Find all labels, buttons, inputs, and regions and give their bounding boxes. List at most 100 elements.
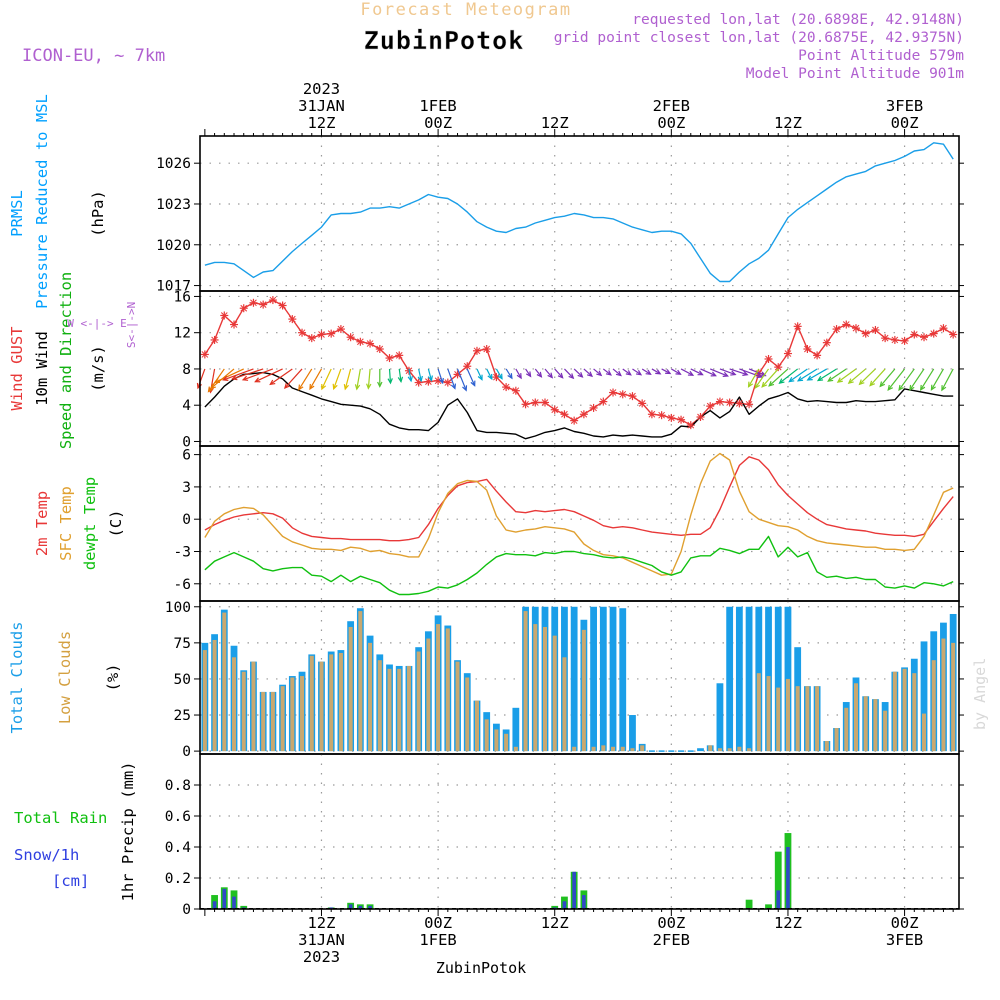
panel-unit: 1hr Precip (mm) bbox=[119, 762, 137, 902]
gust-marker bbox=[482, 345, 491, 354]
gust-marker bbox=[871, 325, 880, 334]
gust-marker bbox=[579, 410, 588, 419]
wind-arrow bbox=[564, 368, 575, 380]
panel-label: Pressure Reduced to MSL bbox=[33, 94, 51, 309]
gust-marker-d2 bbox=[240, 304, 248, 312]
wind-arrow bbox=[476, 368, 483, 381]
gust-marker-d2 bbox=[220, 312, 228, 319]
gust-marker bbox=[696, 412, 705, 421]
wind-arrow-head bbox=[462, 385, 468, 392]
wind-arrow-head bbox=[377, 381, 383, 388]
gust-marker-d2 bbox=[862, 330, 870, 337]
bar-total-clouds bbox=[599, 606, 607, 752]
gust-marker-d2 bbox=[298, 329, 306, 337]
bar-low-clouds bbox=[640, 745, 645, 752]
gust-marker bbox=[949, 330, 958, 339]
gust-marker bbox=[434, 376, 443, 385]
bar-snow bbox=[582, 895, 586, 909]
wind-arrow-head bbox=[507, 373, 513, 380]
bar-low-clouds bbox=[951, 642, 956, 752]
wind-arrow-head bbox=[761, 381, 768, 388]
wind-arrow-head bbox=[869, 380, 876, 387]
gust-marker-d2 bbox=[473, 347, 481, 355]
bar-low-clouds bbox=[543, 626, 547, 752]
panel-label: [cm] bbox=[52, 872, 89, 890]
wind-arrow-shaft bbox=[298, 368, 313, 390]
gust-marker-d2 bbox=[288, 315, 296, 323]
bar-low-clouds bbox=[941, 638, 946, 752]
gust-marker-d2 bbox=[833, 325, 840, 333]
time-label-top: 00Z bbox=[891, 114, 919, 132]
wind-arrow-shaft bbox=[367, 368, 371, 389]
wind-arrow bbox=[213, 368, 244, 384]
gust-marker-d2 bbox=[910, 331, 918, 338]
y-tick-label: 100 bbox=[165, 600, 191, 616]
gust-marker bbox=[900, 336, 909, 345]
wind-arrow-shaft bbox=[515, 368, 522, 379]
wind-arrow bbox=[887, 368, 906, 391]
time-label-bottom: 12Z bbox=[774, 914, 802, 932]
wind-arrow bbox=[869, 368, 886, 387]
bar-low-clouds bbox=[776, 687, 781, 752]
wind-arrow bbox=[254, 368, 283, 383]
time-label-bottom: 00Z bbox=[891, 914, 919, 932]
product-title: Forecast Meteogram bbox=[360, 0, 571, 20]
gust-marker-d2 bbox=[852, 324, 860, 332]
panel-frame bbox=[199, 290, 960, 447]
gust-marker-d2 bbox=[531, 399, 539, 406]
wind-arrow bbox=[583, 368, 593, 378]
gust-marker-d2 bbox=[726, 399, 734, 406]
gust-marker bbox=[521, 400, 530, 409]
wind-arrow-head bbox=[407, 375, 413, 383]
gust-marker-d2 bbox=[376, 345, 384, 353]
gust-marker-d2 bbox=[279, 302, 286, 309]
wind-arrow-head bbox=[858, 379, 865, 386]
y-tick-label: 0 bbox=[182, 744, 191, 760]
bar-total-clouds bbox=[629, 715, 636, 752]
wind-arrow-shaft bbox=[466, 368, 476, 386]
wind-arrow-shaft bbox=[544, 368, 553, 378]
wind-arrow-head bbox=[697, 370, 704, 376]
bar-low-clouds bbox=[766, 676, 771, 752]
wind-arrow bbox=[515, 368, 522, 380]
bar-snow bbox=[562, 901, 567, 909]
bar-low-clouds bbox=[358, 611, 363, 752]
gust-marker bbox=[890, 335, 899, 344]
gust-marker-d2 bbox=[609, 389, 617, 396]
y-tick-label: 75 bbox=[174, 636, 191, 652]
wind-arrow-head bbox=[796, 376, 804, 382]
gust-marker bbox=[278, 301, 287, 310]
panel-label: PRMSL bbox=[8, 190, 26, 237]
wind-arrow bbox=[283, 368, 303, 390]
gust-marker-d2 bbox=[570, 417, 578, 424]
gust-marker-d2 bbox=[308, 334, 316, 342]
bar-low-clouds bbox=[756, 673, 761, 752]
wind-arrow bbox=[879, 368, 896, 388]
time-label-top: 31JAN bbox=[298, 97, 345, 115]
wind-arrow bbox=[680, 368, 695, 376]
y-tick-label: 0 bbox=[182, 434, 191, 450]
gust-marker bbox=[842, 320, 851, 329]
wind-arrow-head bbox=[919, 384, 926, 392]
gust-marker-d2 bbox=[784, 350, 792, 357]
wind-arrow-shaft bbox=[768, 368, 789, 387]
gust-marker bbox=[502, 383, 511, 392]
wind-arrow-head bbox=[687, 370, 695, 376]
bar-total-clouds bbox=[697, 748, 704, 752]
wind-arrow-head bbox=[756, 373, 763, 379]
panel-pressure: 1017 1020 1023 1026 PRMSL Pressure Reduced to… bbox=[8, 94, 964, 309]
wind-arrow-shaft bbox=[573, 368, 583, 378]
bar-low-clouds bbox=[319, 661, 324, 752]
gust-marker-d2 bbox=[463, 362, 471, 370]
gust-marker bbox=[356, 337, 365, 346]
wind-arrow bbox=[690, 368, 704, 376]
closest-coords: grid point closest lon,lat (20.6875E, 42… bbox=[554, 30, 964, 46]
y-tick-label: -3 bbox=[174, 544, 191, 560]
wind-arrow bbox=[602, 368, 612, 376]
wind-arrow-shaft bbox=[284, 368, 303, 389]
time-label-top: 00Z bbox=[657, 114, 685, 132]
wind-arrow bbox=[525, 368, 532, 378]
